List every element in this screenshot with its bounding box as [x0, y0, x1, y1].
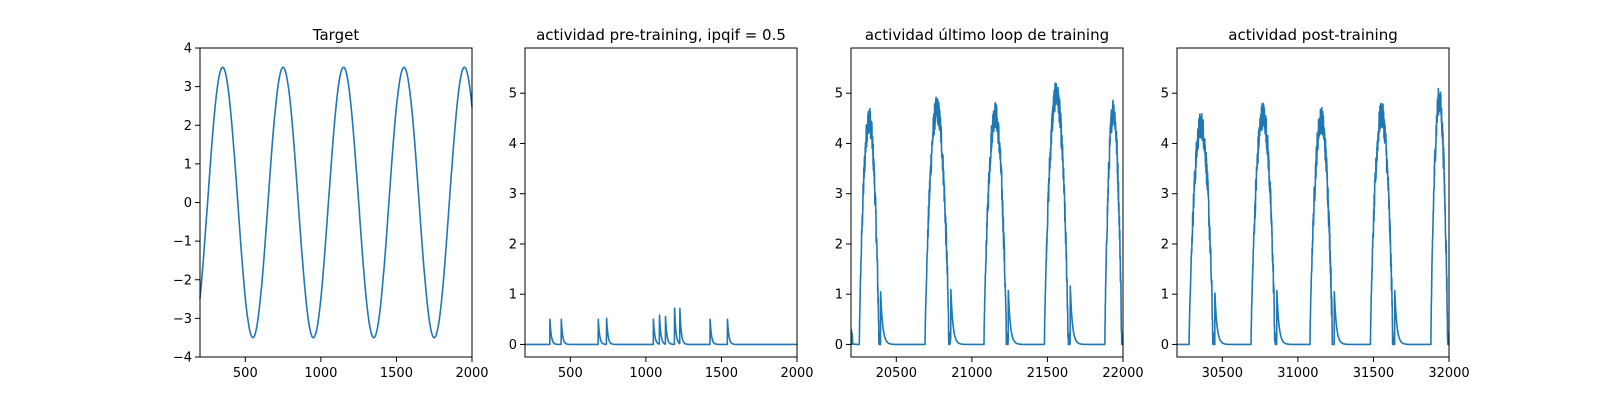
y-tick-label: 3: [509, 187, 517, 202]
x-tick-label: 20500: [876, 366, 917, 381]
y-tick-label: 1: [1161, 288, 1169, 303]
axes: 500 1000 1500 2000 −4 −3 −2 −1 0 1 2 3 4: [173, 42, 489, 382]
x-tick-label: 21000: [951, 366, 992, 381]
axes-frame: [850, 47, 1124, 358]
series-line: [199, 66, 473, 339]
x-tick-label: 500: [233, 366, 258, 381]
y-tick-label: 2: [835, 237, 843, 252]
x-tick-label: 1000: [629, 366, 662, 381]
y-tick-label: 1: [509, 288, 517, 303]
subplot-title: actividad post-training: [1228, 26, 1397, 44]
x-tick-label: 21500: [1027, 366, 1068, 381]
y-tick-label: −1: [173, 235, 192, 250]
x-tick-label: 1500: [705, 366, 738, 381]
axes-frame: [1176, 47, 1450, 358]
x-tick-label: 30500: [1202, 366, 1243, 381]
y-tick-label: 0: [835, 338, 843, 353]
series-line: [524, 307, 798, 346]
y-tick-label: 1: [184, 157, 192, 172]
y-tick-label: 5: [835, 87, 843, 102]
subplot-post-training: actividad post-training 30500 31000 31500 3…: [1161, 26, 1470, 381]
series-line: [1176, 87, 1450, 346]
axes: 30500 31000 31500 32000 0 1 2 3 4 5: [1161, 47, 1470, 381]
subplot-target: Target 500 1000 1500 2000 −4 −3 −2 −1 0 1 2 3 4: [173, 26, 489, 381]
subplot-pre-training: actividad pre-training, ipqif = 0.5 500 1…: [509, 26, 814, 381]
y-tick-label: 2: [509, 237, 517, 252]
axes: 500 1000 1500 2000 0 1 2 3 4 5: [509, 47, 814, 381]
x-tick-label: 31000: [1277, 366, 1318, 381]
x-tick-label: 1500: [380, 366, 413, 381]
axes-frame: [524, 47, 798, 358]
y-tick-label: −4: [173, 351, 192, 366]
y-tick-label: 0: [1161, 338, 1169, 353]
y-tick-label: 4: [509, 137, 517, 152]
y-tick-label: 5: [509, 87, 517, 102]
subplot-title: actividad último loop de training: [865, 26, 1109, 44]
y-tick-label: 0: [184, 196, 192, 211]
x-tick-label: 2000: [780, 366, 813, 381]
x-tick-label: 22000: [1102, 366, 1143, 381]
subplot-last-training-loop: actividad último loop de training 20500 2…: [835, 26, 1144, 381]
subplot-title: actividad pre-training, ipqif = 0.5: [536, 26, 786, 44]
y-tick-label: 4: [184, 42, 192, 57]
x-tick-label: 1000: [304, 366, 337, 381]
y-tick-label: 3: [184, 80, 192, 95]
y-tick-label: 1: [835, 288, 843, 303]
series-line: [850, 82, 1124, 346]
y-tick-label: 3: [835, 187, 843, 202]
y-tick-label: 3: [1161, 187, 1169, 202]
x-tick-label: 32000: [1428, 366, 1469, 381]
y-tick-label: −2: [173, 273, 192, 288]
x-tick-label: 31500: [1353, 366, 1394, 381]
y-tick-label: 2: [1161, 237, 1169, 252]
x-tick-label: 2000: [455, 366, 488, 381]
y-tick-label: −3: [173, 312, 192, 327]
y-tick-label: 2: [184, 119, 192, 134]
subplot-title: Target: [312, 26, 360, 44]
y-tick-label: 0: [509, 338, 517, 353]
y-tick-label: 5: [1161, 87, 1169, 102]
y-tick-label: 4: [835, 137, 843, 152]
y-tick-label: 4: [1161, 137, 1169, 152]
axes: 20500 21000 21500 22000 0 1 2 3 4 5: [835, 47, 1144, 381]
x-tick-label: 500: [558, 366, 583, 381]
